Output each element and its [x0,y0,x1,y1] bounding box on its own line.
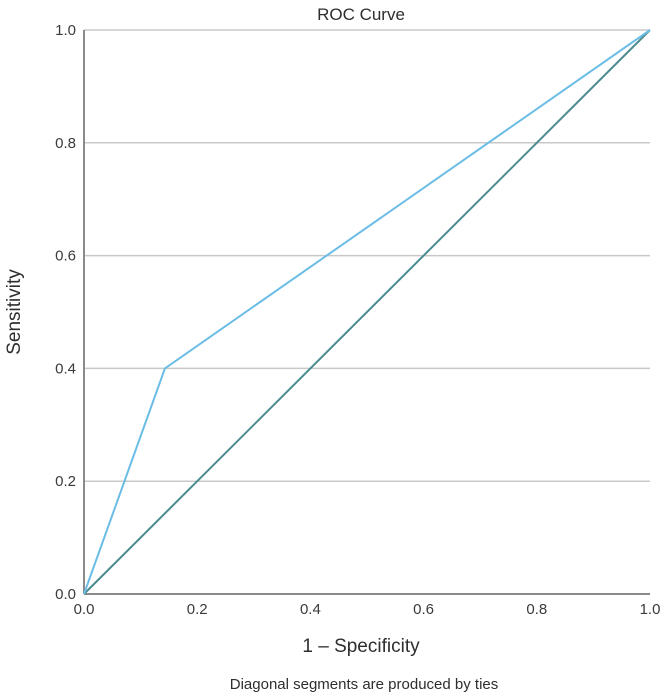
x-axis-title: 1 – Specificity [302,636,420,657]
axes [83,30,650,595]
grid-lines [84,29,650,482]
x-tick-label: 0.2 [187,601,208,618]
reference-diagonal-line [83,29,651,595]
y-tick-label: 0.2 [55,473,76,490]
footnote: Diagonal segments are produced by ties [230,676,499,693]
y-tick-label: 0.6 [55,248,76,265]
roc-curve-line [83,29,651,595]
y-tick-label: 0.8 [55,135,76,152]
y-tick-label: 0.4 [55,360,76,377]
chart-title: ROC Curve [317,5,405,24]
y-axis-title: Sensitivity [4,269,25,355]
x-tick-label: 0.0 [74,601,95,618]
series-layer [83,29,651,595]
x-tick-label: 0.8 [526,601,547,618]
x-tick-label: 0.6 [413,601,434,618]
x-tick-label: 0.4 [300,601,321,618]
y-tick-label: 0.0 [55,586,76,603]
x-tick-label: 1.0 [640,601,661,618]
tick-labels: 0.0 0.2 0.4 0.6 0.8 1.0 0.0 0.2 0.4 0.6 0.8 1.0 [55,22,660,618]
y-tick-label: 1.0 [55,22,76,39]
